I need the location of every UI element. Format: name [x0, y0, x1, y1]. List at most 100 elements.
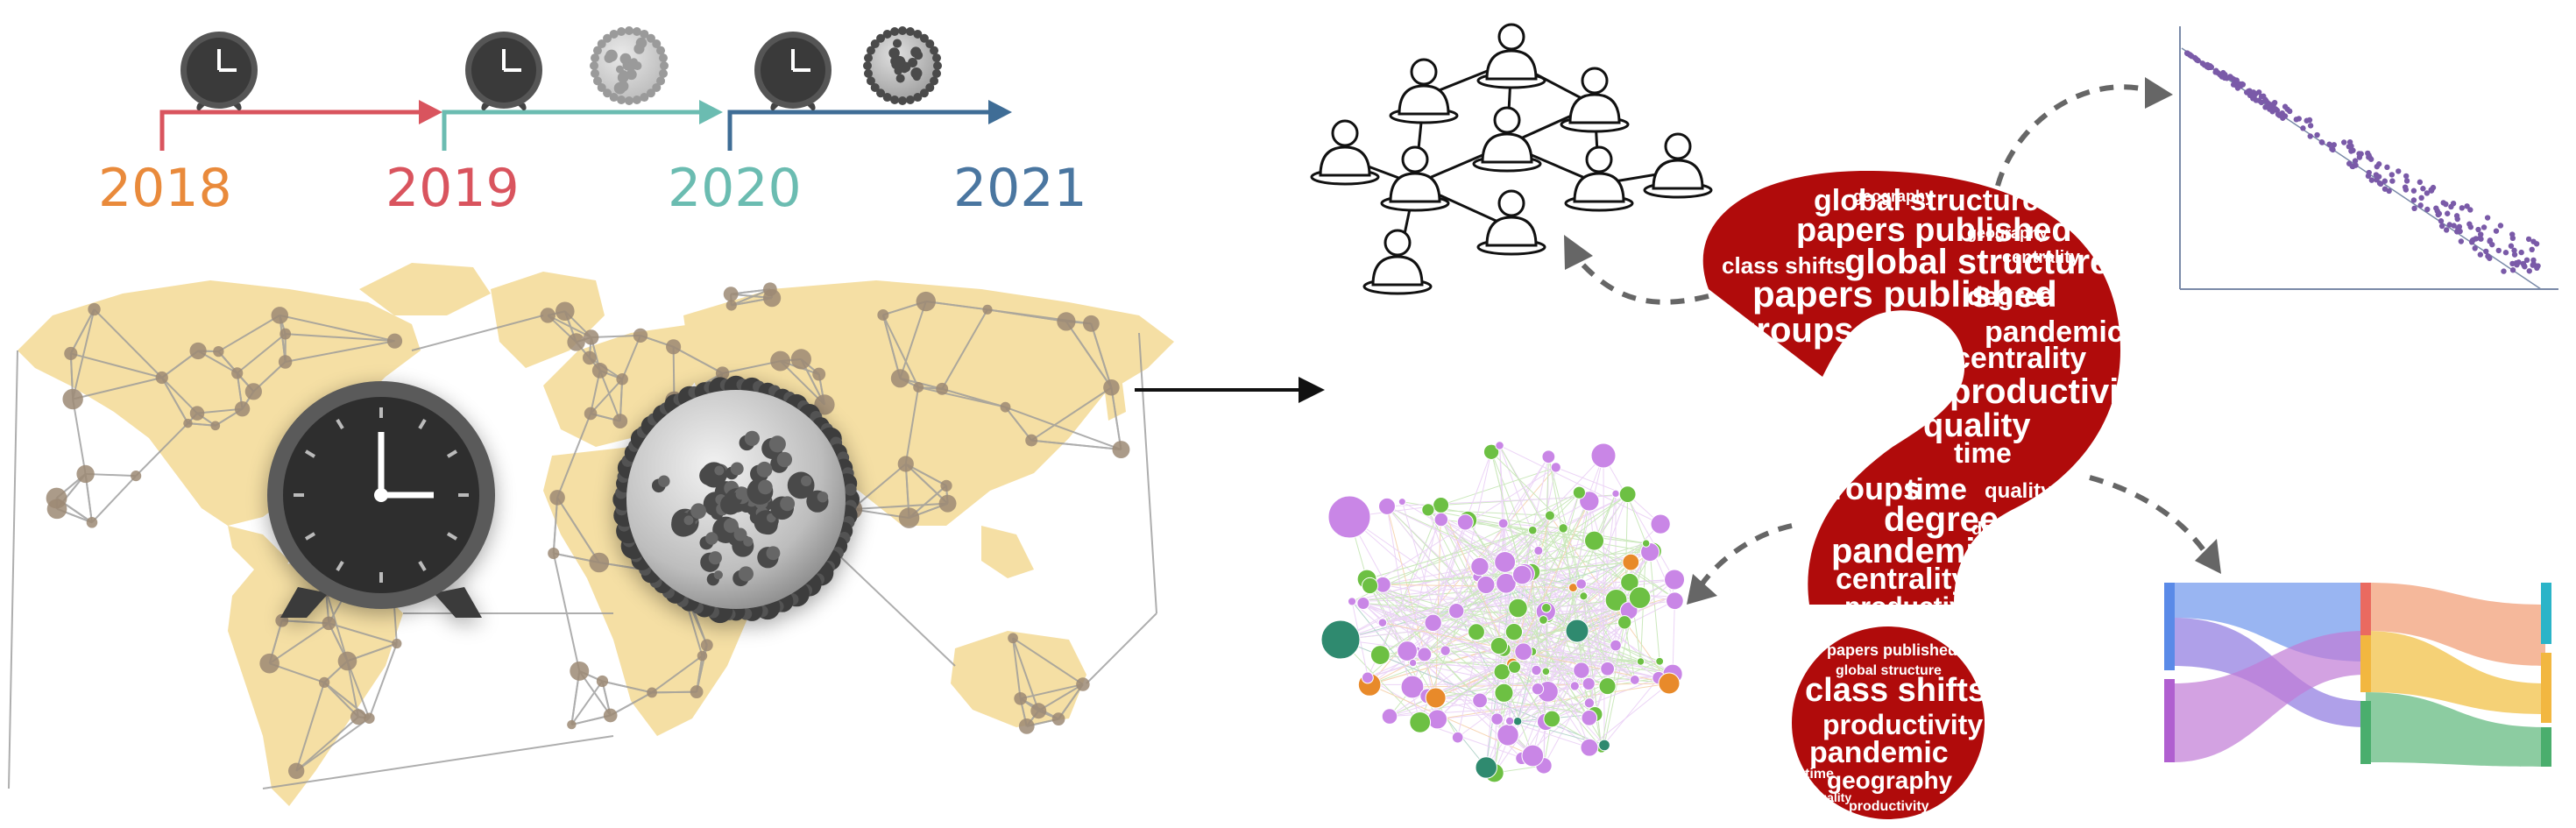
- scatter-point: [2366, 152, 2372, 159]
- graph-node: [1580, 738, 1599, 757]
- scatter-point: [2521, 262, 2527, 268]
- arrowhead-people: [1564, 235, 1593, 270]
- graph-node: [1543, 710, 1561, 728]
- scatter-point: [2477, 235, 2483, 242]
- graph-node: [1550, 462, 1561, 473]
- scatter-point: [2511, 251, 2518, 258]
- wordcloud-word: geography: [1827, 767, 1953, 794]
- year-label-2020: 2020: [668, 158, 802, 219]
- timeline-arrowhead-2019: [419, 100, 442, 124]
- scatter-point: [2284, 106, 2290, 112]
- person-icon: [1362, 229, 1433, 295]
- scatter-point: [2268, 102, 2274, 108]
- wordcloud-word: time: [1954, 437, 2012, 469]
- scatter-point: [2508, 243, 2515, 249]
- scatter-point: [2459, 205, 2466, 211]
- graph-node: [1590, 442, 1617, 469]
- graph-node: [1512, 717, 1523, 726]
- scatter-point: [2271, 106, 2278, 112]
- graph-node: [1504, 623, 1524, 641]
- scatter-point: [2535, 263, 2541, 269]
- scatter-point: [2440, 200, 2446, 206]
- scatter-point: [2229, 75, 2235, 81]
- graph-node: [1456, 513, 1474, 531]
- scatter-point: [2525, 236, 2532, 243]
- graph-node: [1622, 553, 1640, 571]
- wordcloud-word: degree: [1884, 500, 1999, 539]
- graph-node: [1575, 578, 1587, 590]
- scatter-point: [2307, 123, 2314, 129]
- graph-node: [1636, 657, 1645, 666]
- scatter-point: [2307, 133, 2313, 139]
- scatter-point: [2358, 151, 2364, 157]
- graph-node: [1533, 545, 1544, 556]
- scatter-point: [2403, 173, 2410, 180]
- scatter-point: [2475, 226, 2481, 233]
- graph-node: [1378, 497, 1396, 515]
- clock-icon: [180, 32, 258, 110]
- scatter-point: [2319, 139, 2325, 145]
- scatter-point: [2189, 53, 2195, 60]
- wordcloud-word: groups: [1735, 311, 1854, 350]
- scatter-point: [2511, 247, 2517, 254]
- person-icon: [1643, 132, 1713, 199]
- scatter-point: [2381, 186, 2388, 192]
- graph-node: [1610, 639, 1622, 652]
- graph-node: [1417, 647, 1433, 662]
- scatter-point: [2389, 178, 2396, 184]
- timeline: 2018 2019 2020 2021: [98, 26, 1087, 219]
- wordcloud-word: global structure: [1844, 243, 2109, 281]
- scatter-point: [2346, 138, 2353, 145]
- graph-node: [1628, 586, 1652, 609]
- graph-node: [1569, 681, 1580, 691]
- graph-node: [1655, 656, 1665, 666]
- graph-node: [1531, 683, 1545, 696]
- graph-node: [1611, 489, 1620, 499]
- graph-node: [1521, 744, 1545, 768]
- scatter-plot-icon: [2179, 26, 2558, 290]
- graph-node: [1468, 623, 1485, 641]
- scatter-point: [2251, 94, 2257, 100]
- scatter-point: [2445, 210, 2451, 216]
- wordcloud-word: global structure: [1814, 184, 2039, 217]
- scatter-point: [2458, 238, 2465, 244]
- wordcloud-word: degree: [1971, 520, 2029, 539]
- scatter-point: [2446, 222, 2452, 228]
- person-icon: [1380, 145, 1450, 212]
- scatter-point: [2331, 142, 2338, 148]
- graph-node: [1470, 556, 1490, 577]
- graph-node: [1356, 596, 1370, 611]
- graph-node: [1475, 756, 1497, 779]
- wordcloud-word: centrality: [1836, 563, 1968, 596]
- graph-node: [1381, 708, 1398, 725]
- wordcloud-word: productivity: [1950, 372, 2151, 411]
- clock-icon: [267, 381, 495, 618]
- graph-node: [1497, 518, 1509, 529]
- wordcloud-word: quality: [1812, 790, 1851, 804]
- person-icon: [1310, 119, 1380, 186]
- graph-node: [1424, 613, 1442, 633]
- scatter-point: [2374, 163, 2381, 170]
- wordcloud-word: geography: [1967, 224, 2048, 242]
- person-icon: [1476, 189, 1546, 256]
- people-network-icon: [1310, 23, 1713, 295]
- scatter-point: [2296, 116, 2302, 122]
- person-icon: [1472, 106, 1542, 173]
- graph-node: [1369, 645, 1391, 665]
- wordcloud-word: papers published: [1752, 273, 2057, 315]
- wordcloud-word: pandemic: [1831, 532, 1995, 570]
- scatter-point: [2239, 81, 2246, 88]
- scatter-point: [2467, 207, 2473, 213]
- wordcloud-word: centrality: [1954, 342, 2086, 375]
- world-map: [8, 263, 1174, 806]
- scatter-point: [2402, 184, 2409, 190]
- graph-node: [1494, 683, 1514, 703]
- graph-node: [1327, 495, 1371, 539]
- graph-node: [1476, 575, 1496, 595]
- scatter-point: [2438, 218, 2445, 224]
- scatter-point: [2523, 257, 2530, 264]
- graph-node: [1565, 619, 1589, 643]
